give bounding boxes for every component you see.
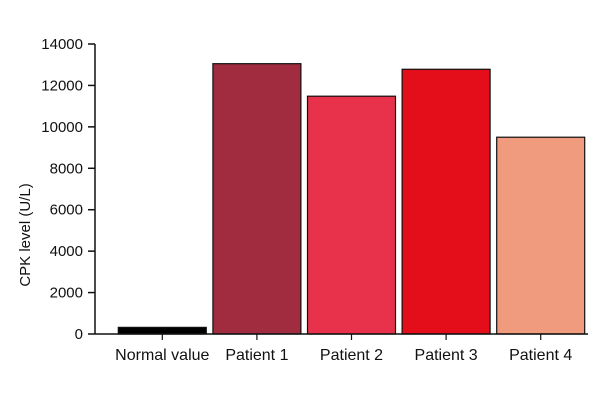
y-tick-label: 10000 (41, 119, 83, 136)
y-axis-title: CPK level (U/L) (17, 183, 34, 286)
bar-patient-2 (306, 95, 397, 335)
y-tick-label: 8000 (50, 160, 83, 177)
x-category-label: Patient 3 (415, 347, 478, 364)
bar-patient-1 (212, 63, 302, 335)
bar-normal-value (117, 326, 207, 335)
x-category-label: Patient 4 (509, 347, 572, 364)
y-tick-label: 6000 (50, 202, 83, 219)
y-axis: 0 2000 4000 6000 8000 10000 12000 14000 (41, 36, 96, 343)
x-axis: Normal value Patient 1 Patient 2 Patient 3 P… (95, 333, 588, 364)
y-tick-label: 12000 (41, 77, 83, 94)
x-category-label: Normal value (115, 347, 209, 364)
y-tick-label: 4000 (50, 243, 83, 260)
x-category-label: Patient 1 (225, 347, 288, 364)
y-tick-label: 0 (75, 326, 83, 343)
bars-group (117, 63, 586, 335)
x-category-label: Patient 2 (320, 347, 383, 364)
y-tick-label: 14000 (41, 36, 83, 53)
bar-patient-4 (496, 136, 586, 335)
bar-patient-3 (401, 68, 491, 335)
y-tick-label: 2000 (50, 285, 83, 302)
